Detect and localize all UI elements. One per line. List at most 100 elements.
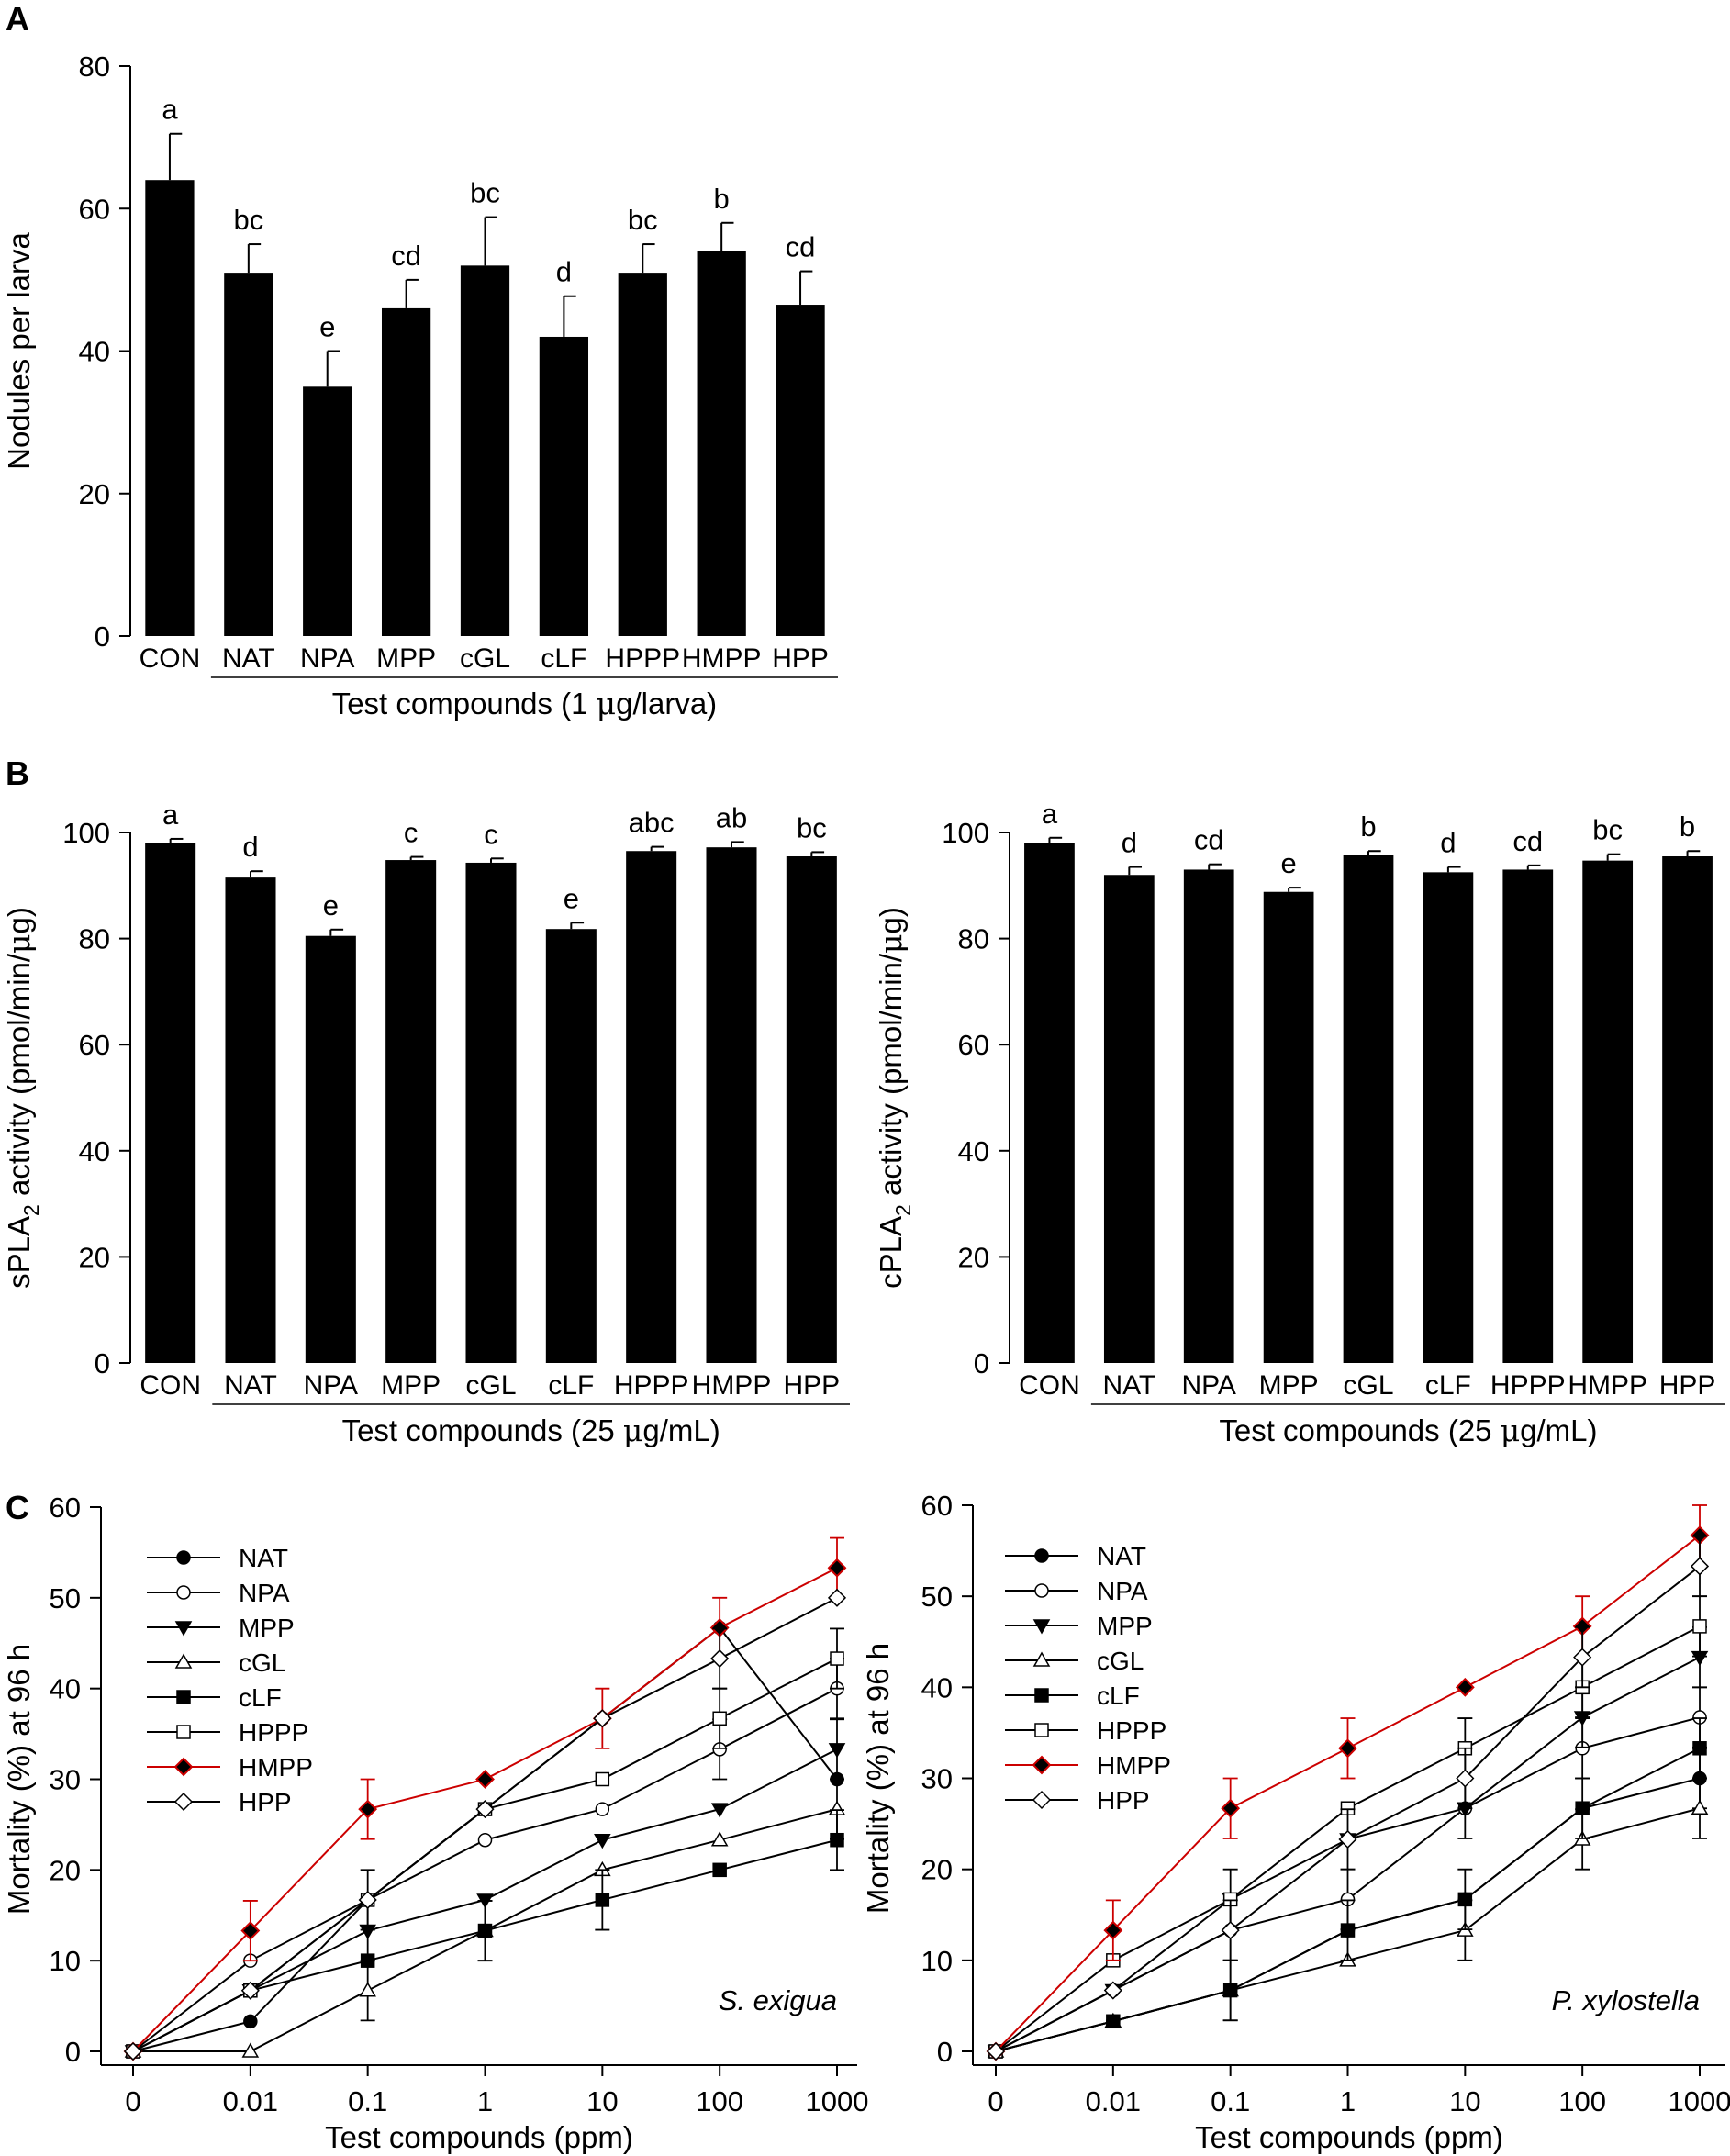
x-tick-label: cLF [541, 643, 586, 674]
significance-letter: cd [1512, 825, 1543, 857]
x-tick-label: HPPP [1490, 1370, 1566, 1401]
x-tick-label: 1 [477, 2085, 493, 2117]
data-point [710, 1648, 730, 1669]
chart-b-spla2: 0 20 40 60 80 100 a CON d NAT e NPA c MPP c cGL e cLF abc H… [1, 799, 850, 1448]
x-tick-label: 0.1 [348, 2085, 387, 2117]
y-tick-label: 80 [79, 923, 110, 955]
x-tick-label: NPA [1181, 1370, 1235, 1401]
data-point [1222, 1983, 1238, 1998]
legend-label: NAT [239, 1544, 288, 1572]
bar [303, 386, 352, 636]
y-tick-label: 20 [921, 1854, 953, 1886]
bar [706, 847, 757, 1363]
data-point [1457, 1892, 1473, 1907]
x-tick-label: HPPP [614, 1370, 689, 1401]
y-tick-label: 0 [65, 2036, 81, 2068]
y-tick-label: 40 [79, 336, 110, 368]
bar [626, 851, 677, 1363]
bar [1263, 891, 1314, 1363]
legend-marker [173, 1757, 194, 1777]
y-tick-label: 100 [62, 817, 110, 849]
bar [1423, 872, 1474, 1363]
y-tick-label: 30 [50, 1764, 81, 1796]
significance-letter: a [162, 799, 179, 831]
data-point [475, 1800, 495, 1819]
data-point [594, 1833, 611, 1849]
significance-letter: a [1042, 798, 1058, 830]
bar [776, 305, 825, 636]
x-tick-label: 10 [1449, 2085, 1480, 2117]
y-tick-label: 60 [50, 1491, 81, 1524]
y-tick-label: 50 [50, 1582, 81, 1614]
legend-label: HMPP [1097, 1751, 1171, 1780]
significance-letter: d [1122, 827, 1137, 859]
y-tick-label: 10 [921, 1945, 953, 1977]
data-point [1455, 1677, 1475, 1697]
bar [381, 307, 431, 636]
bar [1662, 856, 1713, 1363]
legend-marker [176, 1550, 191, 1565]
x-axis-label: Test compounds (25 μg/mL) [342, 1413, 720, 1448]
y-tick-label: 0 [95, 620, 110, 653]
significance-letter: abc [629, 807, 675, 839]
legend-label: HPPP [1097, 1716, 1166, 1745]
legend-label: NPA [1097, 1577, 1148, 1605]
x-axis-label: Test compounds (1 μg/larva) [332, 686, 717, 721]
x-tick-label: NPA [304, 1370, 358, 1401]
x-tick-label: MPP [376, 643, 436, 674]
x-tick-label: 1 [1340, 2085, 1356, 2117]
x-tick-label: cGL [465, 1370, 516, 1401]
data-point [243, 2014, 258, 2029]
x-tick-label: CON [1019, 1370, 1080, 1401]
data-point [1106, 2014, 1121, 2029]
significance-letter: bc [797, 811, 827, 843]
y-tick-label: 60 [921, 1490, 953, 1522]
significance-letter: bc [470, 177, 500, 209]
panel-label-b: B [6, 754, 29, 792]
data-point [1103, 1920, 1123, 1940]
legend-marker [176, 1690, 191, 1704]
species-annotation: S. exigua [719, 1984, 837, 2016]
data-point [475, 1770, 495, 1789]
significance-letter: c [404, 817, 419, 849]
significance-letter: d [242, 831, 258, 863]
data-point [828, 1743, 846, 1759]
data-point [986, 2041, 1006, 2061]
x-tick-label: cLF [1425, 1370, 1471, 1401]
legend-marker [174, 1653, 193, 1669]
bar [618, 273, 667, 636]
panel-label-c: C [6, 1489, 29, 1526]
data-point [1692, 1741, 1707, 1756]
legend-marker [1032, 1790, 1052, 1810]
data-point [712, 1711, 727, 1726]
chart-a-nodules: 0 20 40 60 80 a CON bc NAT e NPA cd MPP bc cGL d cLF bc HP… [2, 50, 838, 721]
y-tick-label: 50 [921, 1581, 953, 1613]
x-tick-label: 1000 [1669, 2085, 1730, 2117]
data-point [1221, 1921, 1240, 1940]
significance-letter: b [1360, 810, 1376, 843]
x-tick-label: MPP [1259, 1370, 1319, 1401]
legend-marker [174, 1621, 193, 1637]
data-point [241, 2042, 260, 2058]
x-tick-label: HPPP [605, 643, 680, 674]
x-tick-label: CON [140, 1370, 201, 1401]
significance-letter: a [162, 94, 178, 126]
y-tick-label: 10 [50, 1945, 81, 1977]
bar [786, 856, 837, 1363]
y-tick-label: 40 [50, 1673, 81, 1705]
y-tick-label: 20 [50, 1854, 81, 1886]
y-tick-label: 100 [942, 817, 989, 849]
x-tick-label: HPP [783, 1370, 840, 1401]
x-tick-label: HMPP [682, 643, 762, 674]
legend-label: NAT [1097, 1542, 1146, 1570]
bar [225, 877, 276, 1363]
data-point [240, 1981, 260, 2000]
bar [697, 251, 746, 636]
data-point [1221, 1798, 1241, 1818]
legend-label: cGL [1097, 1647, 1144, 1675]
legend-marker [1034, 1548, 1049, 1563]
data-point [830, 1832, 844, 1848]
x-tick-label: cLF [548, 1370, 594, 1401]
data-point [1690, 1557, 1710, 1576]
data-point [1103, 1981, 1122, 2000]
